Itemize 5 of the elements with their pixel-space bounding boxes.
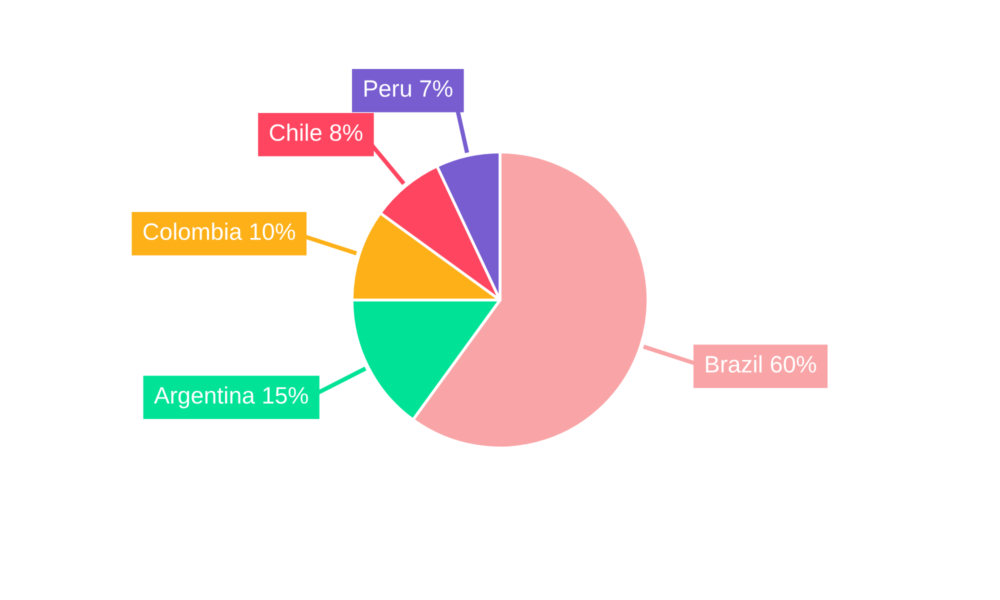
slice-label: Brazil 60%	[706, 355, 816, 373]
slice-label: Peru 7%	[364, 80, 452, 97]
slice-label: Argentina 15%	[154, 386, 308, 408]
slice-label: Colombia 10%	[144, 222, 296, 240]
slice-label: Chile 8%	[270, 124, 362, 141]
